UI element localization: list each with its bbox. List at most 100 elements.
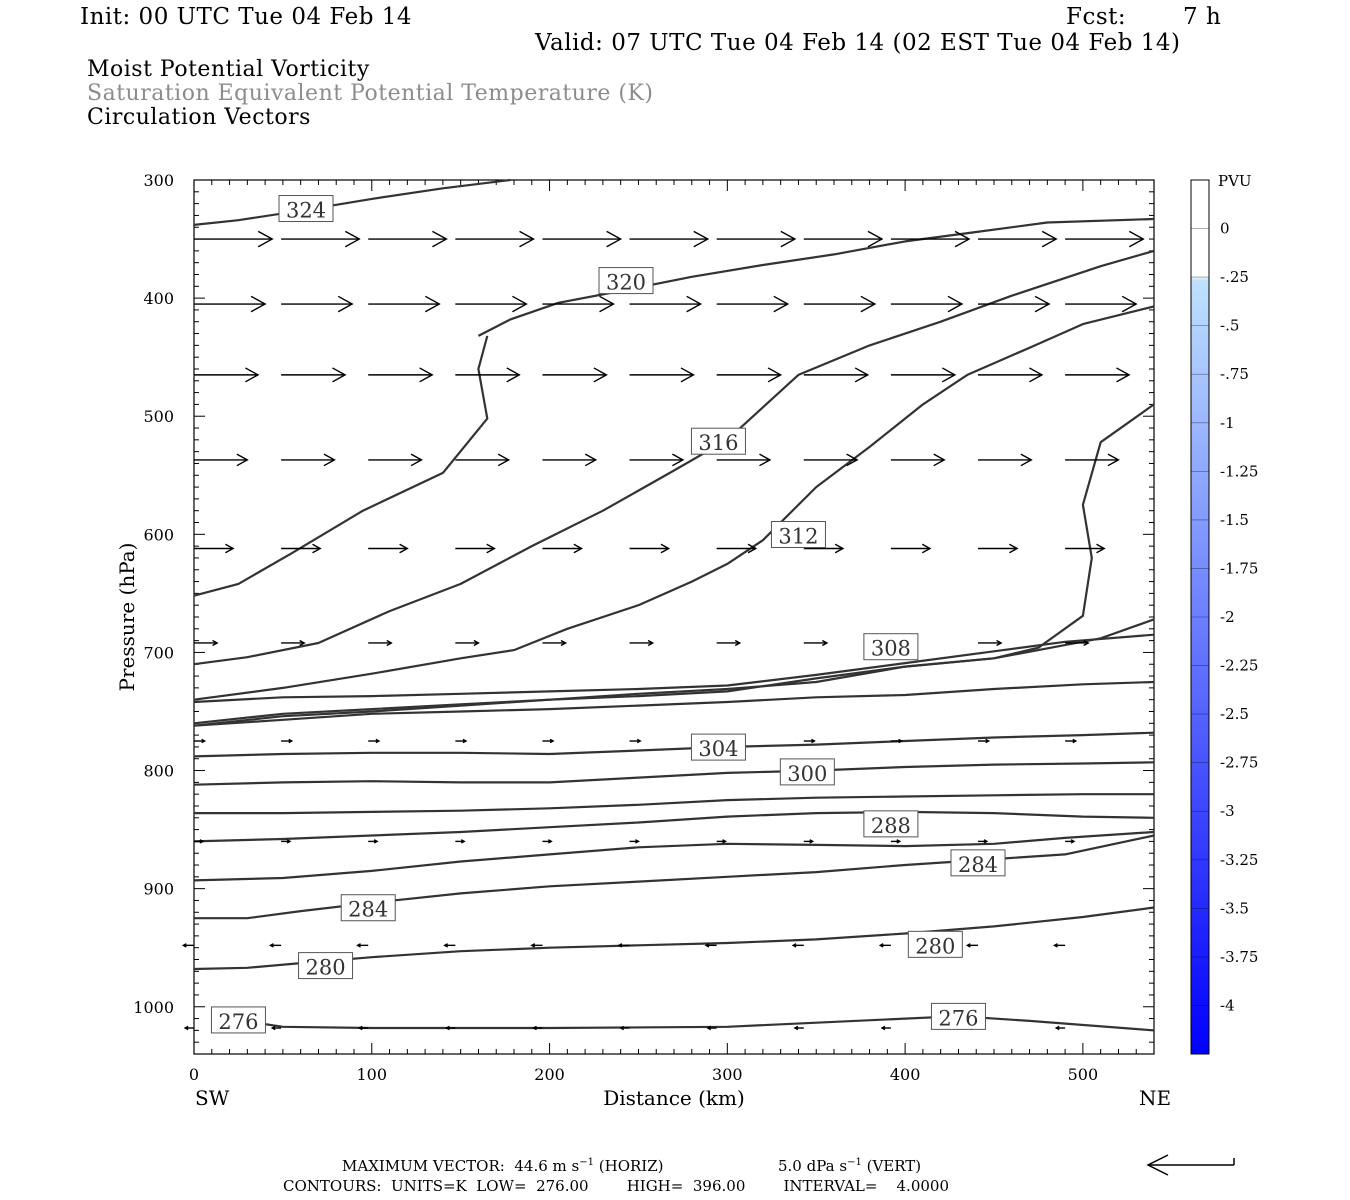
theta-es-contour bbox=[193, 830, 1155, 882]
theta-es-contour bbox=[211, 1015, 1155, 1032]
vector-head bbox=[793, 1025, 799, 1031]
x-tick-label: 200 bbox=[534, 1065, 565, 1084]
vector-head bbox=[867, 230, 884, 248]
contour-label: 276 bbox=[218, 1010, 258, 1034]
y-tick-label: 900 bbox=[143, 880, 174, 899]
vector-head bbox=[245, 367, 260, 383]
contour-label: 300 bbox=[787, 762, 827, 786]
forecast-hours: 7 h bbox=[1183, 4, 1222, 30]
theta-es-contour bbox=[193, 633, 1155, 704]
vector-head bbox=[584, 453, 598, 467]
horiz-value: 44.6 m s bbox=[514, 1157, 580, 1175]
init-time: Init: 00 UTC Tue 04 Feb 14 bbox=[80, 4, 413, 30]
vector-head bbox=[1107, 453, 1120, 467]
vector-head bbox=[898, 738, 904, 744]
theta-es-contour bbox=[193, 305, 1155, 701]
horiz-exponent: −1 bbox=[579, 1157, 594, 1168]
vector-head bbox=[512, 295, 528, 313]
vector-head bbox=[636, 738, 642, 744]
vector-head bbox=[344, 230, 361, 248]
vector-head bbox=[759, 453, 772, 467]
contour-label: 304 bbox=[698, 737, 738, 761]
vector-head bbox=[647, 639, 655, 647]
contour-label-box bbox=[210, 1006, 266, 1034]
circulation-vectors bbox=[181, 230, 1145, 1031]
x-axis-title: Distance (km) bbox=[603, 1086, 745, 1110]
max-vector-label: MAXIMUM VECTOR: bbox=[342, 1157, 505, 1175]
colorbar-label: -3.75 bbox=[1220, 948, 1258, 966]
vector-head bbox=[299, 639, 306, 647]
vert-exponent: −1 bbox=[847, 1157, 862, 1168]
vector-head bbox=[619, 1025, 625, 1031]
forecast-label: Fcst: bbox=[1066, 4, 1127, 30]
vector-head bbox=[1116, 367, 1131, 383]
ne-label: NE bbox=[1139, 1086, 1171, 1110]
vector-head bbox=[332, 367, 347, 383]
colorbar-label: -1 bbox=[1220, 414, 1235, 432]
vector-head bbox=[375, 738, 381, 744]
colorbar-label: -2.5 bbox=[1220, 705, 1249, 723]
horiz-tag: (HORIZ) bbox=[598, 1157, 664, 1175]
vector-head bbox=[225, 543, 235, 554]
vector-head bbox=[323, 453, 336, 467]
theta-es-contour bbox=[194, 834, 1155, 920]
vector-head bbox=[181, 943, 187, 948]
vector-head bbox=[473, 639, 480, 647]
vector-head bbox=[1096, 543, 1106, 554]
vector-head bbox=[250, 295, 267, 313]
vector-head bbox=[747, 543, 758, 554]
vector-head bbox=[288, 738, 294, 744]
contour-label-box bbox=[690, 733, 746, 761]
vector-head bbox=[941, 367, 957, 383]
vector-head bbox=[532, 1025, 537, 1031]
theta-es-contour bbox=[194, 793, 1154, 815]
vector-head bbox=[1020, 453, 1033, 467]
colorbar-label: -1.5 bbox=[1220, 511, 1249, 529]
vector-head bbox=[547, 839, 553, 844]
footer-max-vector: MAXIMUM VECTOR: 44.6 m s−1 (HORIZ) bbox=[342, 1157, 664, 1175]
vector-head bbox=[1029, 367, 1044, 383]
theta-es-contour bbox=[193, 178, 511, 226]
contour-label: 316 bbox=[698, 431, 738, 455]
contour-label-box bbox=[950, 849, 1006, 877]
y-tick-label: 300 bbox=[143, 171, 174, 190]
colorbar-unit: PVU bbox=[1218, 172, 1252, 190]
vector-head bbox=[780, 230, 797, 248]
vector-head bbox=[549, 738, 555, 744]
vector-head bbox=[1128, 230, 1145, 248]
vector-head bbox=[767, 367, 783, 383]
vector-head bbox=[1054, 1025, 1060, 1031]
contour-label-box bbox=[770, 521, 826, 549]
theta-es-contour bbox=[193, 403, 1155, 725]
vector-head bbox=[573, 543, 583, 554]
vector-head bbox=[672, 453, 685, 467]
valid-time: Valid: 07 UTC Tue 04 Feb 14 (02 EST Tue … bbox=[535, 30, 1181, 56]
vector-head bbox=[704, 943, 710, 948]
theta-es-contour bbox=[193, 249, 1155, 666]
vector-head bbox=[693, 230, 710, 248]
contour-label: 276 bbox=[938, 1006, 978, 1030]
vector-head bbox=[1034, 295, 1051, 313]
vector-head bbox=[270, 1025, 276, 1031]
vector-head bbox=[506, 367, 521, 383]
y-tick-label: 400 bbox=[143, 289, 174, 308]
colorbar-label: 0 bbox=[1220, 220, 1230, 238]
contour-label: 288 bbox=[871, 814, 911, 838]
vector-head bbox=[460, 839, 466, 844]
vector-head bbox=[419, 367, 434, 383]
vert-tag: (VERT) bbox=[866, 1157, 922, 1175]
contour-label-box bbox=[598, 267, 654, 295]
vector-head bbox=[432, 230, 448, 248]
vector-head bbox=[1041, 230, 1058, 248]
x-tick-label: 100 bbox=[357, 1065, 388, 1084]
contour-label: 284 bbox=[958, 853, 998, 877]
vector-head bbox=[373, 839, 379, 844]
contour-label-box bbox=[907, 930, 963, 958]
footer-vert-vector: 5.0 dPa s−1 (VERT) bbox=[778, 1157, 921, 1175]
contour-label: 320 bbox=[606, 271, 646, 295]
colorbar-label: -3.25 bbox=[1220, 851, 1258, 869]
vector-head bbox=[462, 738, 468, 744]
x-tick-label: 500 bbox=[1068, 1065, 1099, 1084]
colorbar-label: -2 bbox=[1220, 608, 1235, 626]
